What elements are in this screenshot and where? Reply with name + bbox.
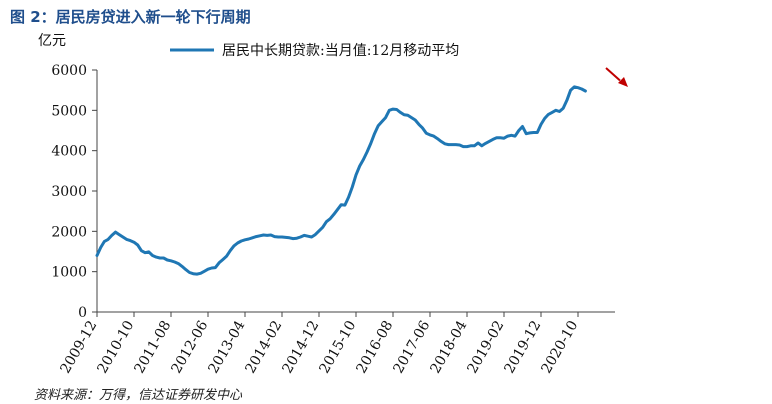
y-tick-label: 1000 — [51, 265, 87, 281]
y-axis-unit: 亿元 — [38, 33, 66, 49]
y-tick-label: 5000 — [51, 103, 87, 119]
x-tick-label: 2020-10 — [539, 318, 582, 376]
series-line-0 — [95, 85, 587, 276]
y-tick-label: 0 — [78, 305, 87, 321]
y-tick-label: 4000 — [51, 144, 87, 160]
series-layer — [95, 85, 587, 276]
legend: 居民中长期贷款:当月值:12月移动平均 — [170, 43, 459, 59]
x-axis: 2009-122010-102011-082012-062013-042014-… — [58, 311, 615, 376]
legend-label: 居民中长期贷款:当月值:12月移动平均 — [222, 43, 459, 59]
annotation-layer — [605, 67, 628, 87]
source-note: 资料来源：万得，信达证券研发中心 — [34, 388, 243, 403]
y-axis: 0 1000 2000 3000 4000 5000 6000 — [51, 63, 98, 321]
figure-title: 图 2：居民房贷进入新一轮下行周期 — [10, 8, 251, 26]
trend-arrow-head — [618, 77, 628, 87]
y-tick-label: 6000 — [51, 63, 87, 79]
y-tick-label: 2000 — [51, 224, 87, 240]
y-tick-label: 3000 — [51, 184, 87, 200]
trend-arrow-shaft — [605, 67, 621, 82]
